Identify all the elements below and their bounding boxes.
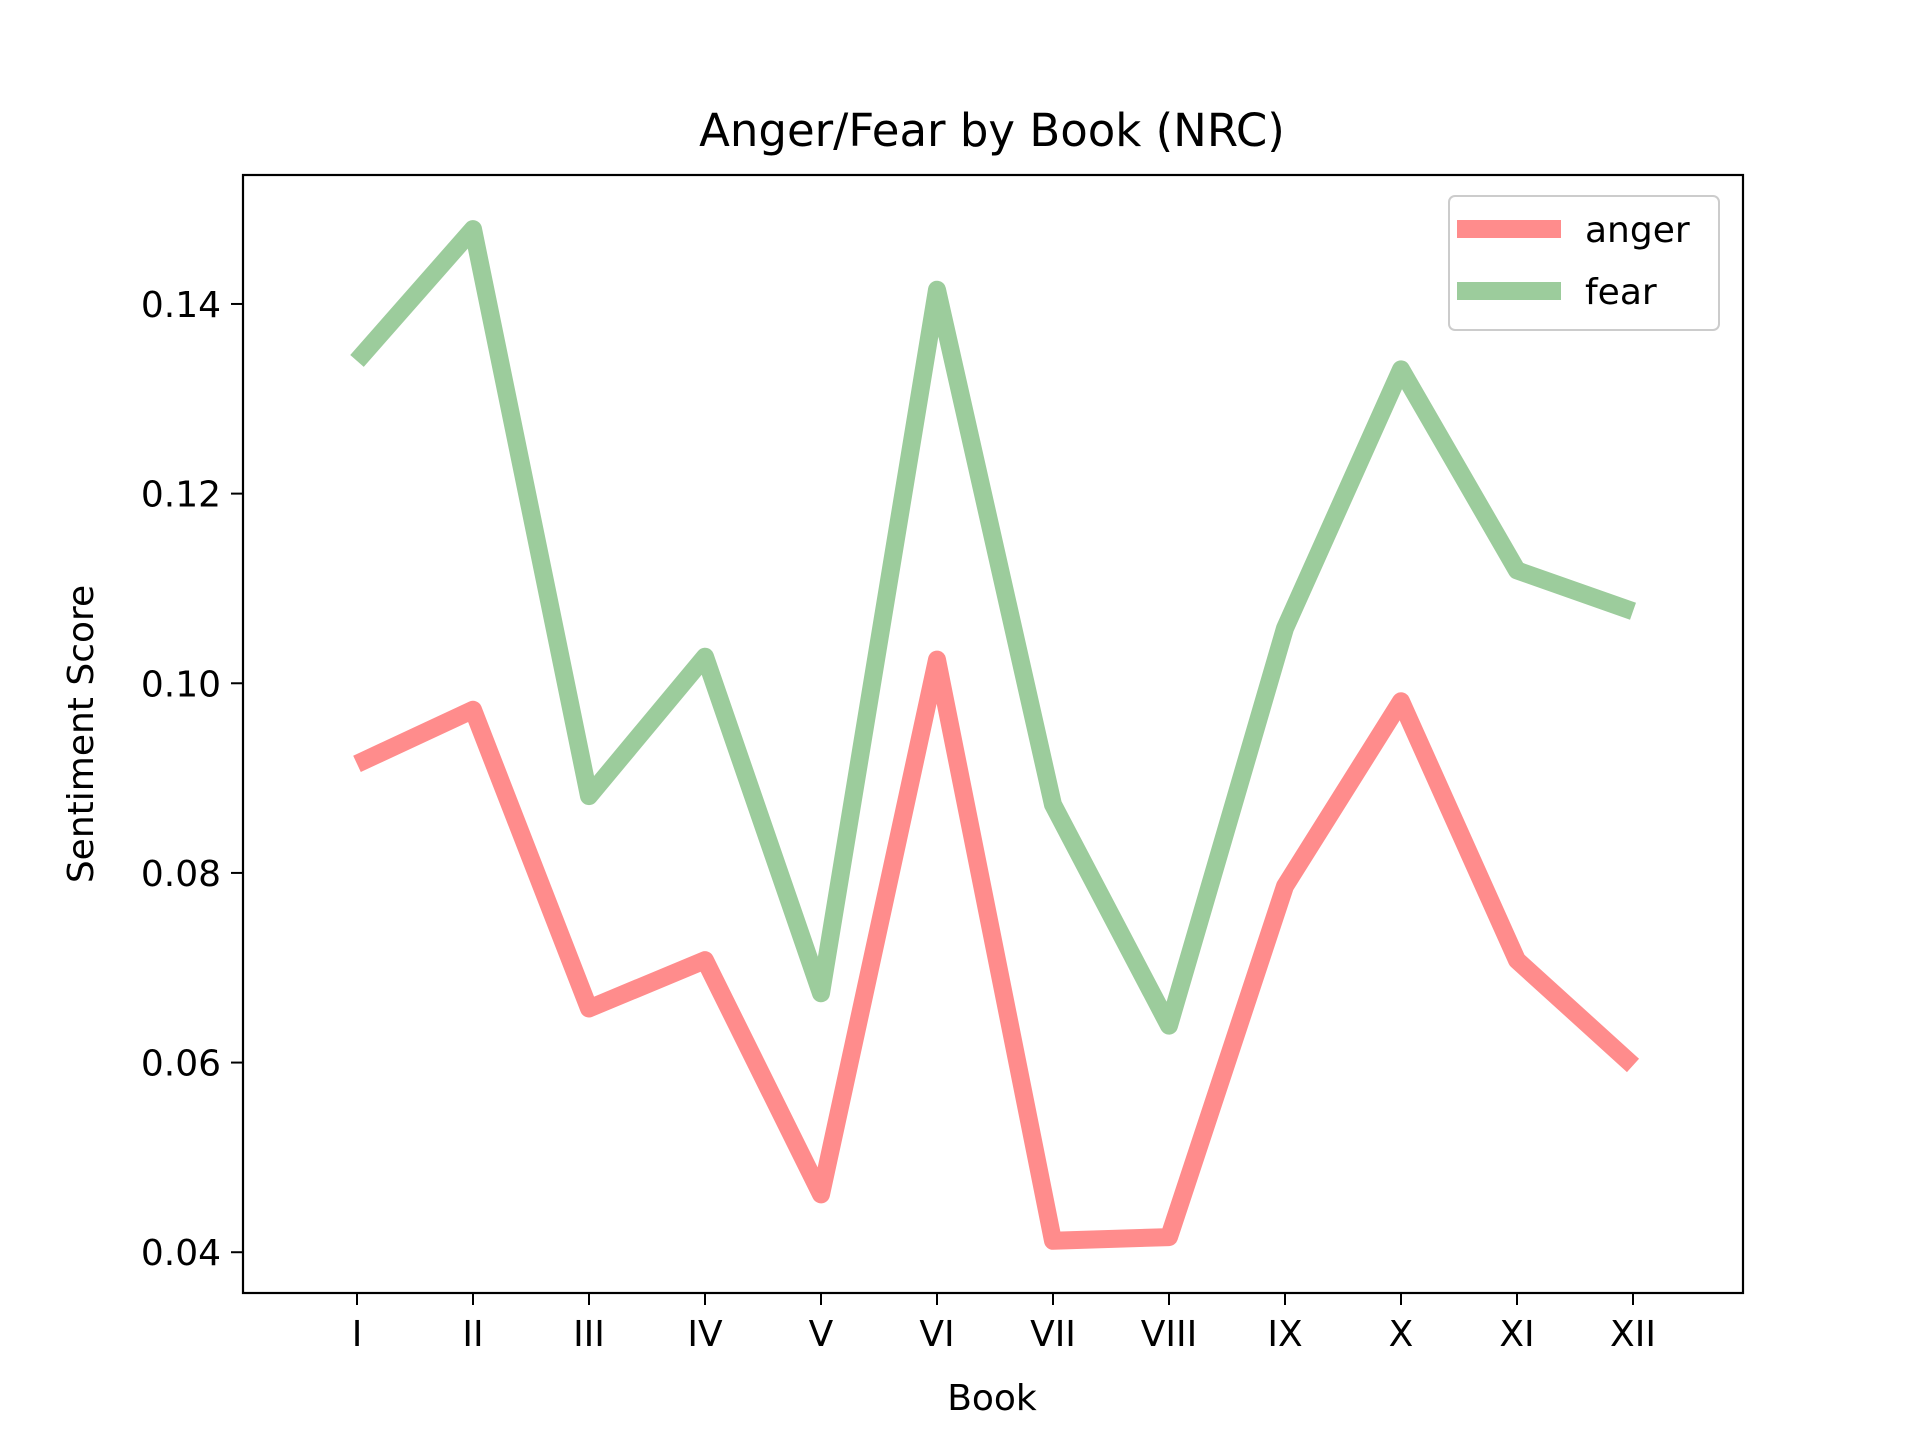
y-tick-label: 0.12: [141, 475, 221, 516]
series-line-anger: [353, 650, 1640, 1250]
y-axis: 0.04 0.06 0.08 0.10 0.12 0.14: [141, 285, 243, 1274]
legend-label-anger: anger: [1585, 210, 1690, 251]
y-axis-label: Sentiment Score: [61, 585, 102, 883]
y-tick-label: 0.04: [141, 1233, 221, 1274]
x-tick-label: II: [462, 1314, 483, 1355]
legend-label-fear: fear: [1585, 272, 1657, 313]
x-tick-label: X: [1389, 1314, 1414, 1355]
x-tick-label: VIII: [1141, 1314, 1197, 1355]
chart-title: Anger/Fear by Book (NRC): [699, 104, 1285, 157]
x-tick-label: VII: [1030, 1314, 1076, 1355]
x-tick-label: IX: [1267, 1314, 1302, 1355]
y-tick-label: 0.08: [141, 854, 221, 895]
x-tick-label: V: [809, 1314, 834, 1355]
x-tick-label: XII: [1610, 1314, 1656, 1355]
x-tick-label: VI: [919, 1314, 954, 1355]
x-axis: I II III IV V VI VII VIII IX X XI XII: [352, 1293, 1656, 1355]
legend: anger fear: [1448, 195, 1720, 331]
y-tick-label: 0.10: [141, 664, 221, 705]
x-tick-label: IV: [687, 1314, 723, 1355]
x-axis-label: Book: [947, 1378, 1037, 1419]
x-tick-label: III: [573, 1314, 605, 1355]
y-tick-label: 0.06: [141, 1044, 221, 1085]
y-tick-label: 0.14: [141, 285, 221, 326]
series-line-fear: [350, 220, 1636, 1035]
plot-frame: [241, 173, 1745, 1295]
x-tick-label: XI: [1499, 1314, 1534, 1355]
plot-area: [350, 220, 1640, 1250]
x-tick-label: I: [352, 1314, 363, 1355]
